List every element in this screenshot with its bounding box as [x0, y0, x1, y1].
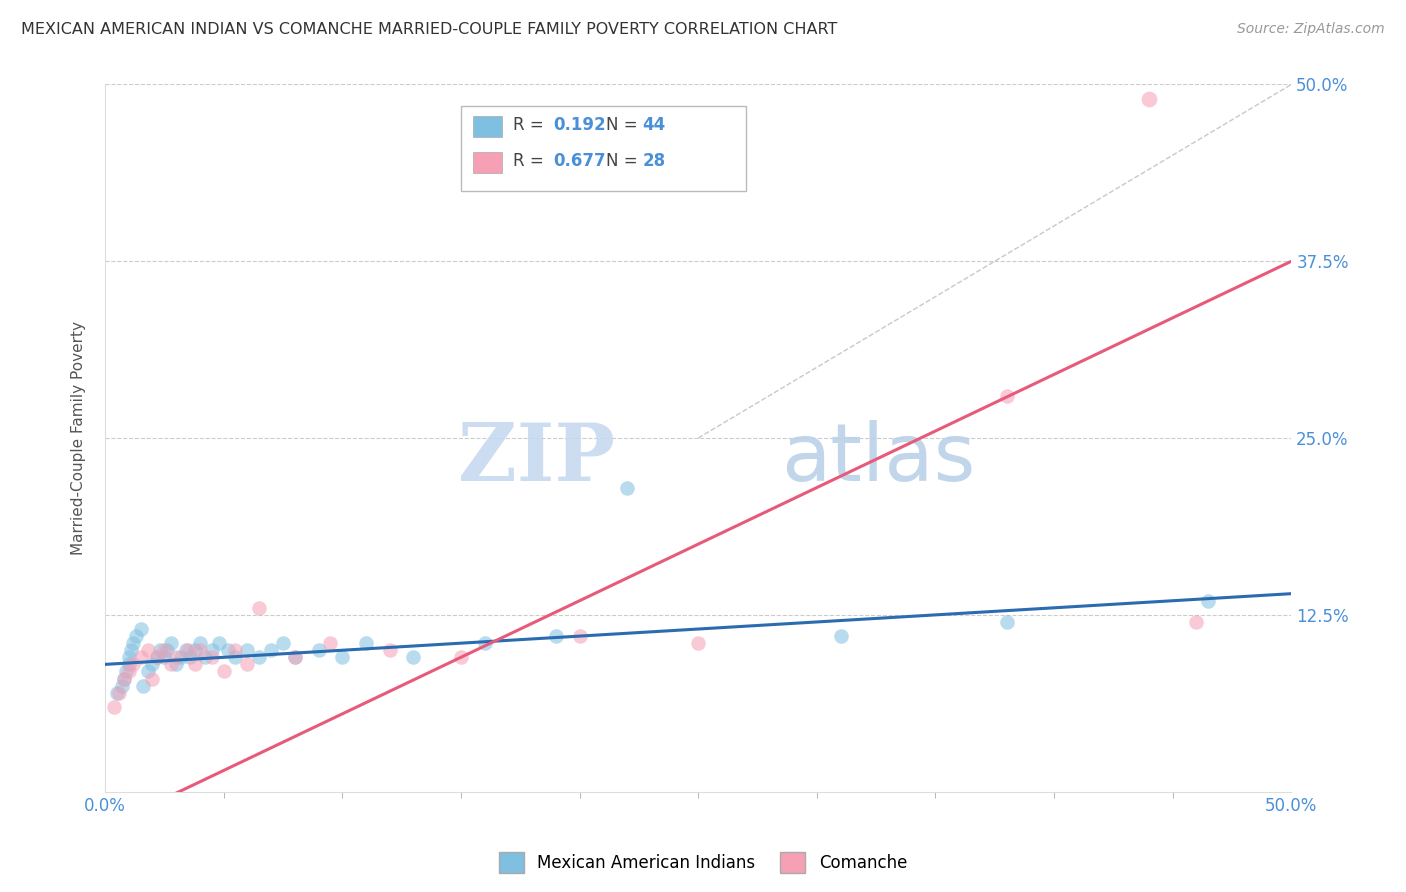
- Point: [544, 629, 567, 643]
- Point: [174, 643, 197, 657]
- Point: [201, 650, 224, 665]
- Text: 28: 28: [643, 152, 665, 169]
- Point: [568, 629, 591, 643]
- Point: [308, 643, 330, 657]
- Point: [118, 665, 141, 679]
- Point: [260, 643, 283, 657]
- Text: 44: 44: [643, 117, 665, 135]
- Point: [194, 650, 217, 665]
- FancyBboxPatch shape: [472, 116, 502, 137]
- Point: [165, 657, 187, 672]
- Text: ZIP: ZIP: [458, 420, 614, 499]
- Point: [115, 665, 138, 679]
- Point: [271, 636, 294, 650]
- Text: R =: R =: [513, 152, 550, 169]
- Point: [247, 600, 270, 615]
- Point: [125, 629, 148, 643]
- Point: [450, 650, 472, 665]
- Point: [118, 650, 141, 665]
- Point: [105, 686, 128, 700]
- Point: [122, 657, 145, 672]
- Point: [112, 672, 135, 686]
- Text: Source: ZipAtlas.com: Source: ZipAtlas.com: [1237, 22, 1385, 37]
- Point: [112, 672, 135, 686]
- Point: [212, 665, 235, 679]
- Point: [188, 643, 211, 657]
- Point: [1197, 593, 1219, 607]
- Point: [129, 622, 152, 636]
- Point: [236, 643, 259, 657]
- Point: [110, 679, 132, 693]
- Point: [402, 650, 425, 665]
- Point: [177, 643, 200, 657]
- Text: R =: R =: [513, 117, 550, 135]
- Text: MEXICAN AMERICAN INDIAN VS COMANCHE MARRIED-COUPLE FAMILY POVERTY CORRELATION CH: MEXICAN AMERICAN INDIAN VS COMANCHE MARR…: [21, 22, 838, 37]
- Point: [830, 629, 852, 643]
- Point: [146, 650, 169, 665]
- Point: [132, 679, 155, 693]
- Legend: Mexican American Indians, Comanche: Mexican American Indians, Comanche: [492, 846, 914, 880]
- Point: [153, 650, 176, 665]
- Point: [201, 643, 224, 657]
- Point: [170, 650, 193, 665]
- Point: [146, 650, 169, 665]
- Point: [217, 643, 239, 657]
- Point: [208, 636, 231, 650]
- Point: [184, 643, 207, 657]
- Point: [141, 672, 163, 686]
- Point: [160, 636, 183, 650]
- Point: [160, 657, 183, 672]
- Text: atlas: atlas: [782, 420, 976, 499]
- Point: [118, 657, 141, 672]
- Point: [247, 650, 270, 665]
- Point: [378, 643, 401, 657]
- Point: [165, 650, 187, 665]
- FancyBboxPatch shape: [461, 105, 745, 191]
- Point: [129, 650, 152, 665]
- Text: N =: N =: [606, 117, 643, 135]
- Text: N =: N =: [606, 152, 643, 169]
- Point: [474, 636, 496, 650]
- Point: [354, 636, 377, 650]
- Point: [284, 650, 307, 665]
- FancyBboxPatch shape: [472, 152, 502, 173]
- Point: [995, 389, 1018, 403]
- Point: [284, 650, 307, 665]
- Point: [688, 636, 710, 650]
- Text: 0.192: 0.192: [554, 117, 606, 135]
- Point: [224, 643, 246, 657]
- Point: [1137, 92, 1160, 106]
- Point: [179, 650, 201, 665]
- Point: [319, 636, 342, 650]
- Point: [188, 636, 211, 650]
- Point: [136, 665, 159, 679]
- Point: [148, 643, 170, 657]
- Text: 0.677: 0.677: [554, 152, 606, 169]
- Point: [156, 643, 179, 657]
- Point: [103, 699, 125, 714]
- Point: [995, 615, 1018, 629]
- Point: [236, 657, 259, 672]
- Point: [184, 657, 207, 672]
- Point: [108, 686, 131, 700]
- Point: [330, 650, 353, 665]
- Point: [136, 643, 159, 657]
- Point: [153, 643, 176, 657]
- Point: [224, 650, 246, 665]
- Point: [120, 643, 142, 657]
- Y-axis label: Married-Couple Family Poverty: Married-Couple Family Poverty: [72, 321, 86, 555]
- Point: [141, 657, 163, 672]
- Point: [1185, 615, 1208, 629]
- Point: [122, 636, 145, 650]
- Point: [616, 481, 638, 495]
